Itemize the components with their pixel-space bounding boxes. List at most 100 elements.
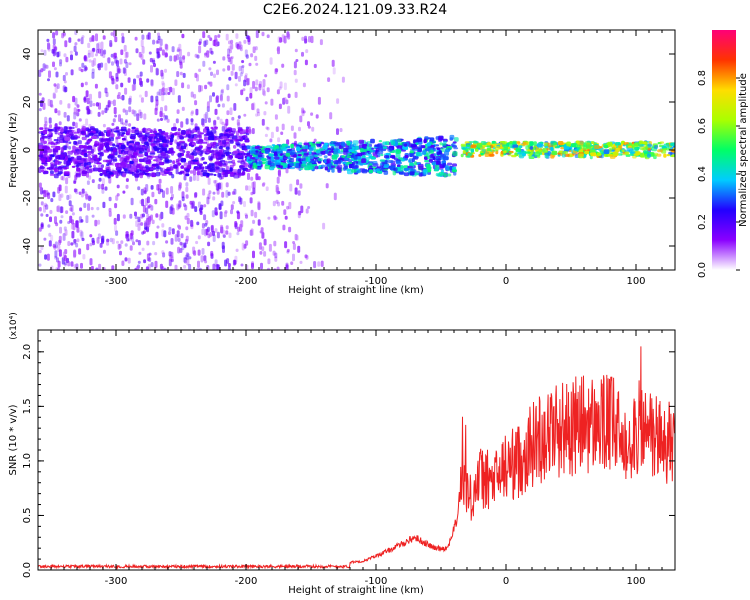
heatmap-cell [171,228,175,235]
heatmap-cell [251,181,255,189]
heatmap-cell [239,44,243,52]
heatmap-cell [264,101,268,105]
heatmap-cell [47,78,50,82]
snr-ylabel: SNR (10 * v/v) [8,404,19,475]
heatmap-cell [92,47,96,53]
heatmap-cell [195,240,199,245]
heatmap-cell [81,35,85,39]
heatmap-cell [74,122,78,129]
heatmap-cell [137,153,144,158]
heatmap-cell [42,154,46,160]
heatmap-cell [56,206,59,212]
heatmap-cell [72,222,76,231]
heatmap-cell [98,155,102,161]
heatmap-cell [81,149,86,153]
heatmap-cell [227,263,231,268]
heatmap-cell [152,130,158,134]
heatmap-cell [109,141,113,146]
heatmap-cell [206,196,210,205]
heatmap-cell [245,96,249,102]
heatmap-cell [411,158,415,163]
heatmap-cell [80,68,84,73]
heatmap-cell [243,201,246,208]
heatmap-cell [255,173,259,181]
heatmap-cell [121,36,125,44]
heatmap-cell [113,217,117,225]
heatmap-cell [659,141,664,144]
y-tick-label: -20 [22,190,33,206]
heatmap-cell [638,143,645,147]
heatmap-cell [212,127,218,130]
heatmap-cell [261,150,265,153]
heatmap-cell [503,146,509,150]
heatmap-cell [115,60,119,65]
heatmap-cell [248,62,252,67]
heatmap-cell [176,47,180,52]
heatmap-cell [155,231,159,239]
heatmap-cell [221,88,224,94]
heatmap-cell [89,37,93,43]
heatmap-cell [52,49,56,57]
heatmap-cell [38,227,42,232]
heatmap-cell [245,185,249,191]
heatmap-cell [171,87,175,96]
heatmap-cell [99,152,104,157]
heatmap-cell [617,153,623,156]
heatmap-cell [245,214,248,219]
heatmap-cell [313,138,317,143]
heatmap-cell [378,140,383,143]
heatmap-cell [213,120,217,126]
heatmap-cell [182,150,186,153]
heatmap-cell [332,67,336,75]
heatmap-cell [204,166,210,170]
heatmap-cell [212,92,215,97]
heatmap-cell [156,91,160,96]
heatmap-cell [279,81,283,89]
heatmap-cell [192,174,196,181]
heatmap-cell [215,95,219,100]
heatmap-cell [177,95,181,103]
heatmap-cell [63,111,67,118]
heatmap-cell [203,161,208,165]
heatmap-cell [219,160,226,163]
heatmap-cell [348,149,355,153]
heatmap-cell [181,106,185,111]
heatmap-cell [73,238,77,244]
heatmap-cell [55,71,59,78]
heatmap-cell [105,146,110,151]
heatmap-cell [129,213,133,219]
heatmap-cell [96,206,100,211]
heatmap-cell [172,126,177,130]
heatmap-cell [65,56,69,63]
heatmap-cell [115,84,119,90]
heatmap-cell [127,168,133,172]
heatmap-cell [250,53,254,58]
heatmap-cell [81,188,85,194]
heatmap-cell [47,136,51,139]
heatmap-cell [120,144,126,150]
heatmap-cell [150,262,154,268]
heatmap-cell [443,140,448,143]
heatmap-cell [286,248,290,253]
heatmap-cell [414,172,419,176]
colorbar-ticks: 0.00.20.40.60.8 [697,70,740,278]
heatmap-cell [114,114,118,118]
heatmap-cell [270,131,274,139]
heatmap-cell [225,225,229,230]
heatmap-cell [129,160,134,164]
heatmap-cell [209,37,213,41]
heatmap-cell [395,153,401,158]
heatmap-cell [143,190,147,195]
heatmap-cell [179,135,183,140]
heatmap-cell [142,213,145,218]
heatmap-cell [509,152,512,155]
heatmap-cell [672,150,675,153]
heatmap-cell [67,150,73,155]
heatmap-cell [135,239,139,243]
heatmap-cell [503,150,507,154]
heatmap-cell [295,59,299,62]
heatmap-cell [83,55,87,62]
heatmap-cell [42,102,46,110]
heatmap-cell [119,58,123,65]
heatmap-cell [416,137,423,142]
